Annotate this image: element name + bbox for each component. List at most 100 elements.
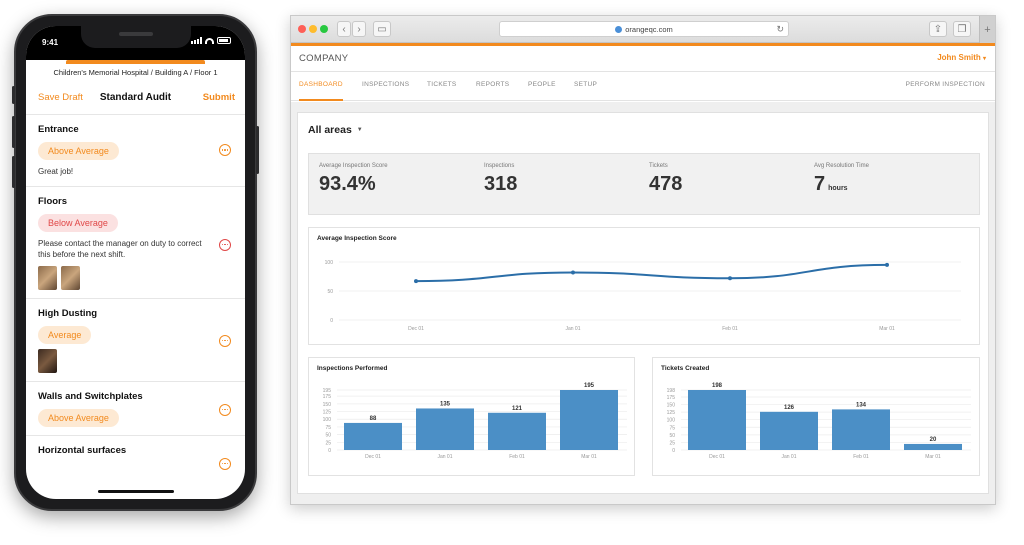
x-tick-label: Mar 01: [581, 454, 597, 460]
item-title: High Dusting: [38, 307, 98, 319]
bar-value-label: 126: [784, 405, 795, 411]
bar: [904, 443, 962, 450]
item-title: Floors: [38, 195, 68, 207]
audit-item-horizontal-surfaces[interactable]: Horizontal surfaces: [26, 436, 245, 470]
more-options-icon[interactable]: [219, 238, 231, 251]
photo-thumbnail[interactable]: [61, 265, 80, 290]
photo-thumbnails: [38, 348, 233, 373]
chevron-left-icon: ‹: [342, 23, 346, 35]
stat-inspections: Inspections 318: [484, 163, 517, 196]
address-bar[interactable]: orangeqc.com ↻: [499, 21, 789, 37]
stat-label: Inspections: [484, 163, 515, 169]
location-breadcrumb: Children's Memorial Hospital / Building …: [53, 68, 218, 77]
main-nav: DASHBOARD INSPECTIONS TICKETS REPORTS PE…: [291, 73, 995, 101]
browser-window: ‹ › ▭ orangeqc.com ↻ ⇪ ❐ + COMPANY John …: [290, 15, 996, 505]
back-button[interactable]: ‹: [337, 21, 351, 37]
brand-accent-line: [291, 43, 995, 46]
x-tick-label: Feb 01: [509, 454, 525, 460]
phone-device: 9:41 Children's Memorial Hospital / Buil…: [12, 14, 259, 511]
caret-down-icon: ▾: [982, 56, 986, 62]
wifi-icon: [205, 37, 214, 44]
home-indicator[interactable]: [97, 490, 174, 493]
user-name: John Smith: [937, 53, 981, 62]
rating-pill[interactable]: Below Average: [38, 213, 118, 232]
bar: [416, 408, 474, 450]
save-draft-button[interactable]: Save Draft: [38, 92, 83, 103]
user-menu[interactable]: John Smith ▾: [937, 53, 986, 62]
stats-summary: Average Inspection Score 93.4% Inspectio…: [308, 153, 980, 215]
photo-thumbnail[interactable]: [38, 348, 57, 373]
reload-icon[interactable]: ↻: [776, 24, 784, 34]
y-tick-label: 75: [669, 425, 675, 431]
zoom-window-button[interactable]: [320, 25, 328, 33]
bar-value-label: 195: [584, 383, 595, 389]
sheet-accent: [66, 60, 205, 64]
bar: [560, 390, 618, 450]
tab-setup[interactable]: SETUP: [574, 81, 598, 88]
tab-inspections[interactable]: INSPECTIONS: [362, 81, 410, 88]
tabs-icon: ❐: [957, 23, 967, 35]
data-point: [885, 262, 889, 267]
rating-pill[interactable]: Above Average: [38, 142, 119, 160]
mute-switch: [12, 86, 15, 104]
stat-tickets: Tickets 478: [649, 163, 682, 196]
new-tab-button[interactable]: +: [979, 16, 995, 43]
bar-value-label: 135: [440, 401, 451, 407]
tab-dashboard[interactable]: DASHBOARD: [299, 81, 343, 101]
more-options-icon[interactable]: [219, 144, 231, 156]
share-button[interactable]: ⇪: [929, 21, 947, 37]
submit-button[interactable]: Submit: [202, 92, 235, 103]
tab-reports[interactable]: REPORTS: [476, 81, 510, 88]
tab-tickets[interactable]: TICKETS: [427, 81, 457, 88]
forward-button[interactable]: ›: [352, 21, 366, 37]
more-options-icon[interactable]: [219, 403, 231, 416]
audit-item-high-dusting[interactable]: High Dusting Average: [26, 299, 245, 382]
area-filter[interactable]: All areas ▼: [308, 124, 363, 136]
stat-value: 478: [649, 173, 683, 195]
data-point: [414, 279, 418, 284]
url-text: orangeqc.com: [625, 24, 673, 34]
y-tick-label: 0: [328, 448, 331, 454]
tickets-chart-card: 0 25 50 75 100 125 150 175 198 198 Dec 01 126 Jan 01…: [652, 357, 980, 476]
x-tick-label: Dec 01: [365, 454, 381, 460]
tab-people[interactable]: PEOPLE: [528, 81, 556, 88]
minimize-window-button[interactable]: [309, 25, 317, 33]
item-title: Horizontal surfaces: [38, 444, 127, 456]
audit-item-list[interactable]: Entrance Above Average Great job! Floors…: [26, 114, 245, 499]
y-tick-label: 150: [667, 403, 676, 409]
more-options-icon[interactable]: [219, 334, 231, 347]
x-tick-label: Feb 01: [853, 454, 869, 460]
signal-icon: [191, 37, 202, 44]
more-options-icon[interactable]: [219, 457, 231, 470]
globe-icon: [615, 25, 623, 33]
x-tick-label: Jan 01: [781, 454, 796, 460]
bar-value-label: 134: [856, 402, 867, 408]
audit-item-walls[interactable]: Walls and Switchplates Above Average: [26, 382, 245, 436]
series-line: [415, 263, 888, 283]
sidebar-button[interactable]: ▭: [373, 21, 391, 37]
bar-value-label: 198: [712, 383, 723, 389]
rating-pill[interactable]: Average: [38, 325, 92, 344]
stat-label: Avg Resolution Time: [814, 163, 869, 169]
close-window-button[interactable]: [298, 25, 306, 33]
audit-item-entrance[interactable]: Entrance Above Average Great job!: [26, 115, 245, 187]
power-button: [256, 126, 259, 174]
bar: [688, 390, 746, 450]
audit-item-floors[interactable]: Floors Below Average Please contact the …: [26, 187, 245, 299]
notch: [80, 26, 191, 48]
rating-pill[interactable]: Above Average: [38, 408, 119, 427]
perform-inspection-link[interactable]: PERFORM INSPECTION: [905, 81, 985, 88]
stat-value: 93.4%: [319, 173, 376, 195]
chart-title: Tickets Created: [661, 365, 710, 372]
data-point: [571, 270, 575, 275]
avg-score-chart-card: 0 50 100 Dec 01 Jan 01 Feb 01 Mar 01 Average I…: [308, 227, 980, 345]
tabs-button[interactable]: ❐: [953, 21, 971, 37]
area-filter-label: All areas: [308, 124, 352, 136]
chevron-right-icon: ›: [357, 23, 361, 35]
stat-value: 318: [484, 173, 518, 195]
y-tick-label: 125: [323, 410, 332, 416]
x-tick-label: Jan 01: [565, 326, 580, 332]
photo-thumbnail[interactable]: [38, 265, 57, 290]
